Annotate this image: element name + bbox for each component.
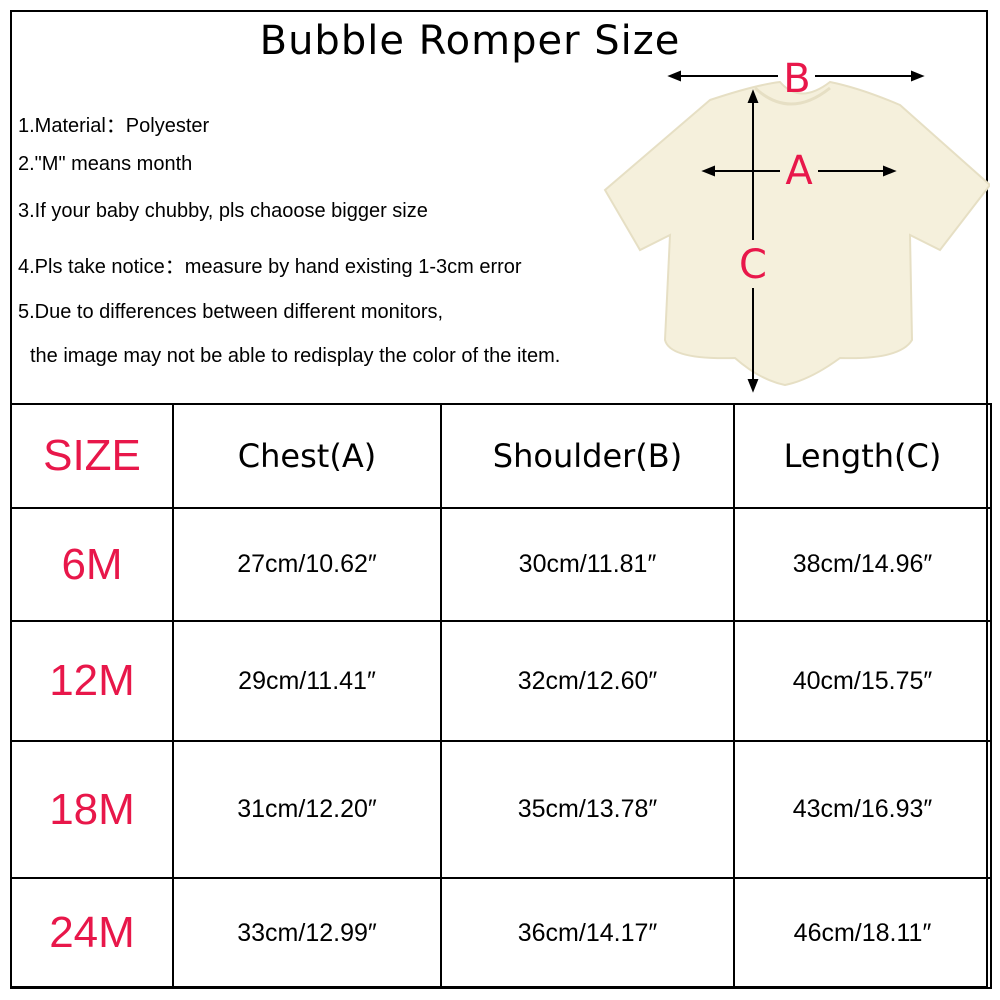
size-cell: 18M	[10, 740, 174, 879]
label-b: B	[783, 60, 810, 102]
table-header-row: SIZE Chest(A) Shoulder(B) Length(C)	[10, 403, 992, 509]
chest-cell: 29cm/11.41″	[172, 620, 442, 742]
romper-diagram: B A C	[603, 60, 990, 393]
size-cell: 6M	[10, 507, 174, 622]
length-cell: 46cm/18.11″	[733, 877, 992, 989]
table-row: 6M 27cm/10.62″ 30cm/11.81″ 38cm/14.96″	[10, 507, 992, 622]
header-chest: Chest(A)	[172, 403, 442, 509]
label-a: A	[785, 148, 813, 194]
note-chubby: 3.If your baby chubby, pls chaoose bigge…	[18, 200, 428, 222]
page-title: Bubble Romper Size	[259, 18, 681, 64]
chest-cell: 33cm/12.99″	[172, 877, 442, 989]
note-material: 1.Material：Polyester	[18, 115, 210, 137]
note-color: the image may not be able to redisplay t…	[30, 345, 561, 367]
chest-cell: 31cm/12.20″	[172, 740, 442, 879]
romper-garment	[603, 80, 990, 387]
shoulder-cell: 36cm/14.17″	[440, 877, 735, 989]
header-length: Length(C)	[733, 403, 992, 509]
size-cell: 12M	[10, 620, 174, 742]
note-error: 4.Pls take notice：measure by hand existi…	[18, 256, 522, 278]
header-shoulder: Shoulder(B)	[440, 403, 735, 509]
note-month: 2."M" means month	[18, 153, 193, 175]
shoulder-cell: 35cm/13.78″	[440, 740, 735, 879]
size-table: SIZE Chest(A) Shoulder(B) Length(C) 6M 2…	[10, 403, 992, 989]
shoulder-cell: 30cm/11.81″	[440, 507, 735, 622]
size-cell: 24M	[10, 877, 174, 989]
chest-cell: 27cm/10.62″	[172, 507, 442, 622]
label-c: C	[739, 242, 767, 288]
table-row: 18M 31cm/12.20″ 35cm/13.78″ 43cm/16.93″	[10, 740, 992, 879]
length-cell: 38cm/14.96″	[733, 507, 992, 622]
note-monitors: 5.Due to differences between different m…	[18, 301, 444, 323]
table-row: 12M 29cm/11.41″ 32cm/12.60″ 40cm/15.75″	[10, 620, 992, 742]
shoulder-cell: 32cm/12.60″	[440, 620, 735, 742]
length-cell: 40cm/15.75″	[733, 620, 992, 742]
length-cell: 43cm/16.93″	[733, 740, 992, 879]
header-size: SIZE	[10, 403, 174, 509]
table-row: 24M 33cm/12.99″ 36cm/14.17″ 46cm/18.11″	[10, 877, 992, 989]
